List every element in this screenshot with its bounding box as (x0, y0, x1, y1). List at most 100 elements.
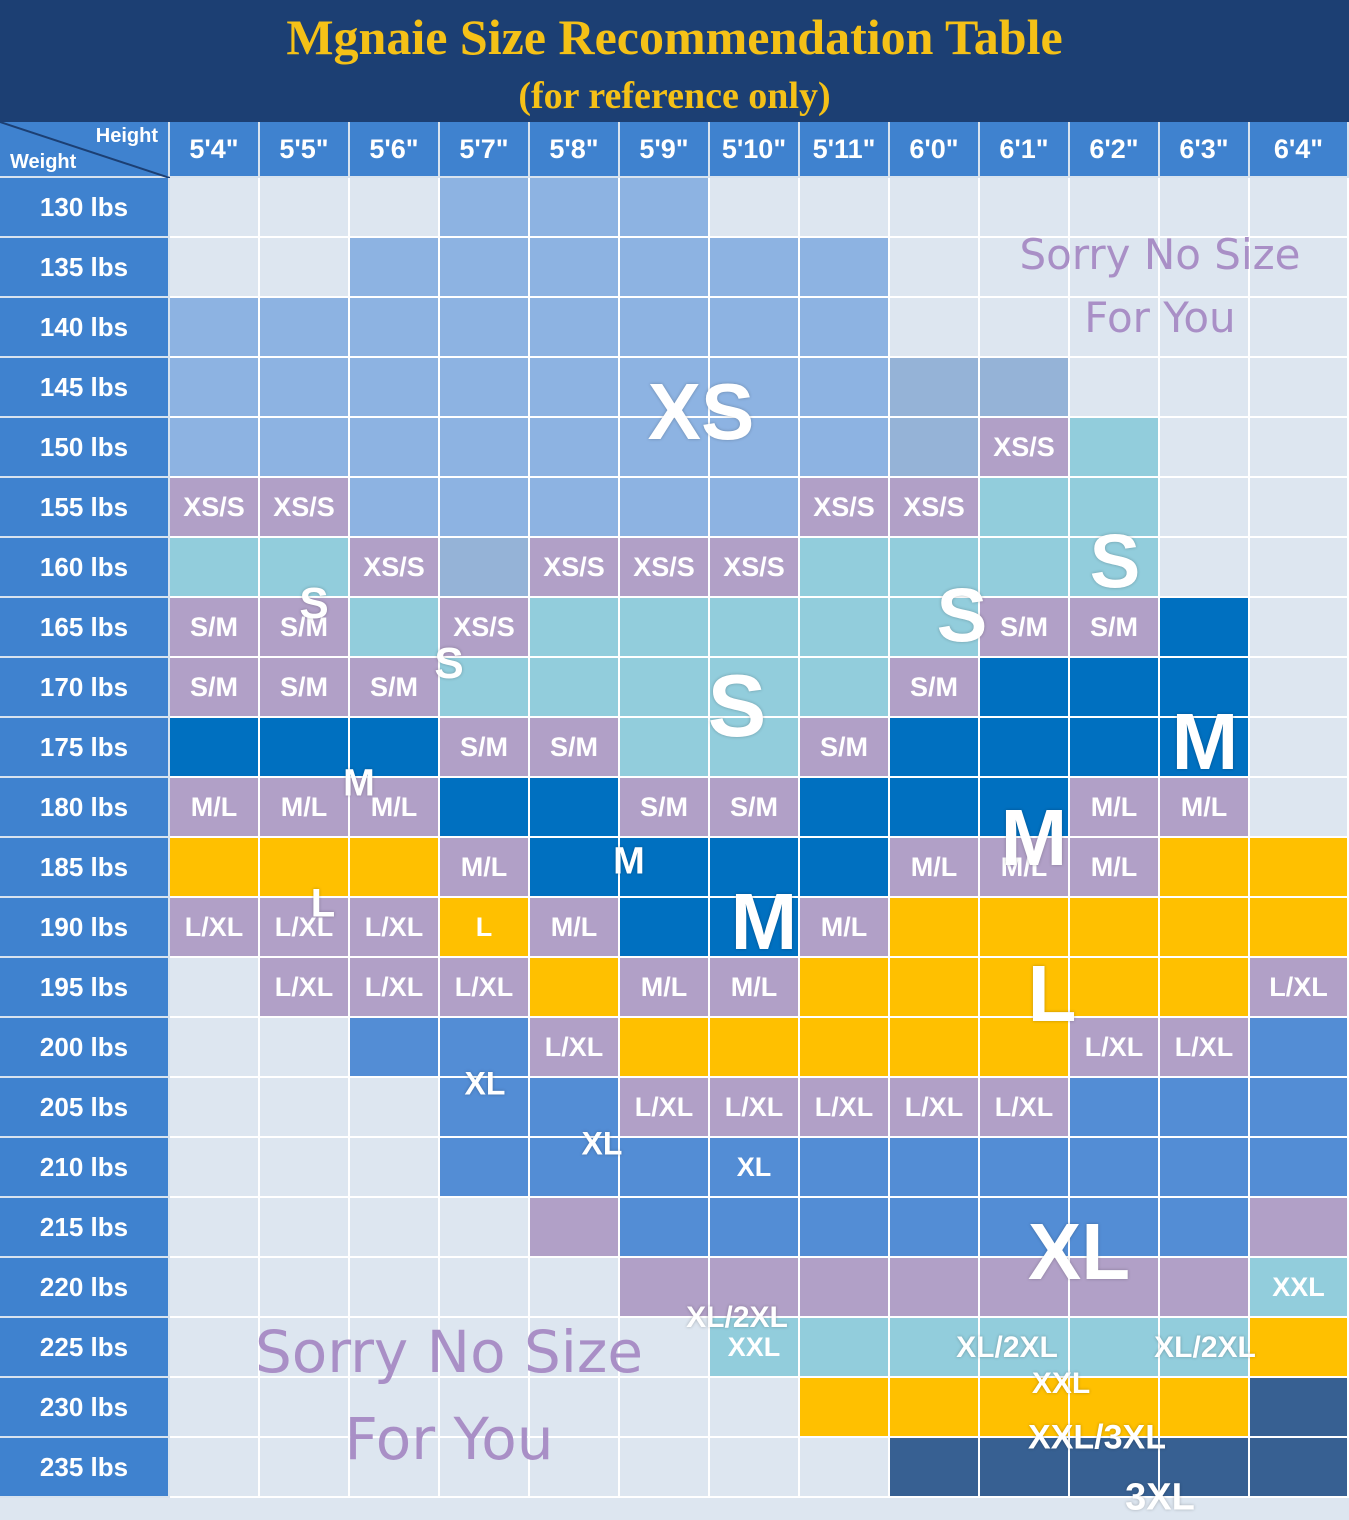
size-cell (620, 838, 710, 898)
size-cell (260, 1138, 350, 1198)
size-cell (1250, 1078, 1349, 1138)
height-header: 5'8" (530, 122, 620, 178)
size-cell (620, 178, 710, 238)
size-cell (530, 778, 620, 838)
size-cell (1250, 718, 1349, 778)
size-cell (260, 538, 350, 598)
size-cell (980, 1198, 1070, 1258)
size-cell (260, 1078, 350, 1138)
size-cell (1160, 418, 1250, 478)
size-cell-label: L/XL (274, 911, 334, 942)
size-cell-label: XS/S (903, 491, 965, 522)
size-cell (980, 1318, 1070, 1378)
weight-header: 170 lbs (0, 658, 170, 718)
size-cell (800, 1198, 890, 1258)
weight-header: 225 lbs (0, 1318, 170, 1378)
size-cell (170, 958, 260, 1018)
size-cell (170, 1318, 260, 1378)
size-cell-label: M/L (730, 971, 778, 1002)
size-cell (980, 478, 1070, 538)
size-cell (1250, 1138, 1349, 1198)
size-cell (170, 178, 260, 238)
weight-header: 205 lbs (0, 1078, 170, 1138)
size-cell (1070, 1258, 1160, 1318)
weight-header: 150 lbs (0, 418, 170, 478)
size-cell: M/L (1160, 778, 1250, 838)
size-cell (980, 538, 1070, 598)
size-cell (620, 1378, 710, 1438)
size-cell: L/XL (1160, 1018, 1250, 1078)
size-cell (890, 1138, 980, 1198)
size-cell (710, 838, 800, 898)
size-cell: M/L (440, 838, 530, 898)
size-cell (890, 358, 980, 418)
weight-header: 185 lbs (0, 838, 170, 898)
weight-header: 190 lbs (0, 898, 170, 958)
size-cell: M/L (1070, 838, 1160, 898)
size-cell (1160, 1438, 1250, 1498)
size-cell: XXL (1250, 1258, 1349, 1318)
size-cell (260, 418, 350, 478)
size-cell: M/L (800, 898, 890, 958)
no-size-note-line1: Sorry No Size (254, 1318, 644, 1386)
size-cell (170, 358, 260, 418)
size-cell (530, 418, 620, 478)
no-size-note-line2: For You (1084, 293, 1236, 342)
size-cell: S/M (260, 598, 350, 658)
size-cell: L/XL (710, 1078, 800, 1138)
size-cell (350, 1378, 440, 1438)
size-cell: L/XL (170, 898, 260, 958)
size-cell: XXL (710, 1318, 800, 1378)
size-cell (1250, 478, 1349, 538)
size-cell-label: S/M (189, 671, 238, 702)
size-cell (1070, 1378, 1160, 1438)
size-cell (800, 958, 890, 1018)
size-cell (530, 1198, 620, 1258)
size-cell (350, 178, 440, 238)
size-cell (980, 658, 1070, 718)
corner-header: Height Weight (0, 122, 170, 178)
size-cell (710, 598, 800, 658)
size-cell (440, 478, 530, 538)
size-cell (350, 358, 440, 418)
height-header: 5'10" (710, 122, 800, 178)
size-cell-label: S/M (999, 611, 1048, 642)
weight-header: 215 lbs (0, 1198, 170, 1258)
size-cell: S/M (800, 718, 890, 778)
weight-header: 195 lbs (0, 958, 170, 1018)
weight-header: 235 lbs (0, 1438, 170, 1498)
size-cell (800, 658, 890, 718)
size-cell (440, 418, 530, 478)
size-cell: L/XL (260, 898, 350, 958)
size-cell (440, 1198, 530, 1258)
size-cell (1160, 358, 1250, 418)
size-cell: S/M (260, 658, 350, 718)
size-cell (350, 1078, 440, 1138)
size-cell (1070, 358, 1160, 418)
height-header: 5'6" (350, 122, 440, 178)
size-cell (260, 1258, 350, 1318)
size-cell (1250, 1318, 1349, 1378)
size-cell (1160, 238, 1250, 298)
size-cell-label: M/L (1090, 791, 1138, 822)
size-cell (530, 1258, 620, 1318)
size-cell: XS/S (800, 478, 890, 538)
size-cell (1160, 1198, 1250, 1258)
size-cell (530, 298, 620, 358)
size-cell (350, 478, 440, 538)
size-cell (350, 238, 440, 298)
size-cell (1070, 1138, 1160, 1198)
size-table: Height Weight 5'4" 5'5" 5'6" 5'7" 5'8" 5'9" 5'… (0, 122, 1349, 1519)
size-cell (440, 1258, 530, 1318)
size-cell: XS/S (620, 538, 710, 598)
size-cell (1160, 1138, 1250, 1198)
size-cell (800, 1018, 890, 1078)
no-size-note: Sorry No Size For You (255, 1309, 643, 1483)
size-cell (710, 658, 800, 718)
size-cell (980, 898, 1070, 958)
size-cell: XS/S (710, 538, 800, 598)
size-cell (1250, 178, 1349, 238)
size-cell (1250, 1198, 1349, 1258)
size-cell (620, 658, 710, 718)
corner-diagonal (0, 122, 170, 178)
